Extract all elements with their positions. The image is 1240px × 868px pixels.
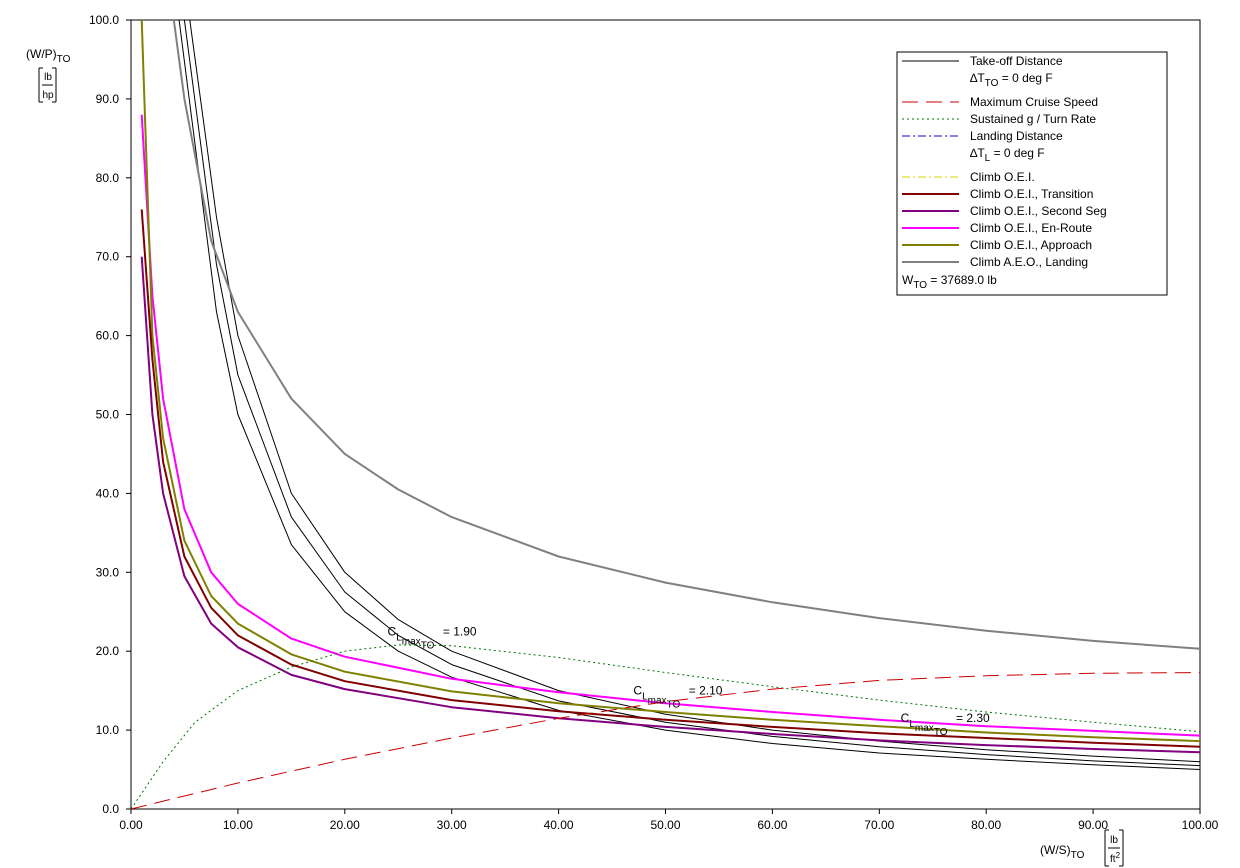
- x-unit-denominator: ft2: [1110, 851, 1121, 865]
- series-line: [189, 20, 1200, 763]
- axis-labels: (W/P)TO lb hp (W/S)TO lb ft2: [26, 47, 1124, 867]
- series-line: [131, 644, 1200, 809]
- legend-entry-label: Take-off Distance: [970, 54, 1063, 68]
- legend-box: [896, 51, 1168, 296]
- legend-entry-label: Climb O.E.I., En-Route: [970, 221, 1092, 235]
- legend-entry-label: Maximum Cruise Speed: [970, 95, 1098, 109]
- legend-entry-label: ∆TL = 0 deg F: [970, 146, 1045, 164]
- legend-entry-label: Climb O.E.I., Second Seg: [970, 204, 1107, 218]
- y-tick-label: 80.0: [96, 171, 120, 185]
- y-tick-label: 30.0: [96, 565, 120, 579]
- series-line: [131, 672, 1200, 809]
- y-axis-label: (W/P)TO: [26, 47, 71, 65]
- x-tick-label: 40.00: [544, 818, 574, 832]
- annotations: CLmaxTO = 1.90 CLmaxTO = 2.10 CLmaxTO = 2.…: [388, 624, 990, 738]
- y-tick-label: 40.0: [96, 486, 120, 500]
- y-tick-label: 60.0: [96, 329, 120, 343]
- x-tick-label: 0.00: [119, 818, 143, 832]
- cl-annotation: CLmaxTO = 1.90: [388, 624, 477, 651]
- x-tick-label: 10.00: [223, 818, 253, 832]
- y-unit-denominator: hp: [42, 90, 54, 101]
- x-tick-label: 100.00: [1182, 818, 1219, 832]
- legend-entry-label: Climb O.E.I., Transition: [970, 187, 1093, 201]
- series-line: [140, 256, 1200, 754]
- y-tick-label: 90.0: [96, 92, 120, 106]
- cl-annotation: CLmaxTO = 2.10: [633, 684, 722, 711]
- y-tick-label: 0.0: [102, 802, 119, 816]
- x-tick-label: 50.00: [650, 818, 680, 832]
- cl-annotation: CLmaxTO = 2.30: [901, 711, 990, 738]
- series-line: [140, 209, 1200, 748]
- series-line: [140, 114, 1200, 737]
- legend-entry-label: Landing Distance: [970, 129, 1063, 143]
- legend-entry-label: Climb O.E.I.: [970, 170, 1035, 184]
- x-tick-label: 90.00: [1078, 818, 1108, 832]
- legend-weight-note: WTO = 37689.0 lb: [902, 273, 997, 291]
- x-tick-label: 30.00: [437, 818, 467, 832]
- series-line: [172, 20, 1200, 650]
- y-tick-label: 10.0: [96, 723, 120, 737]
- legend-entry-label: ∆TTO = 0 deg F: [970, 71, 1053, 89]
- y-tick-label: 50.0: [96, 408, 120, 422]
- legend: Take-off Distance ∆TTO = 0 deg F Maximum C…: [896, 51, 1168, 296]
- y-tick-label: 70.0: [96, 250, 120, 264]
- axes: 0.00 10.00 20.00 30.00 40.00 50.00 60.00 70.00 8…: [89, 13, 1219, 832]
- y-tick-label: 20.0: [96, 644, 120, 658]
- series-line: [183, 20, 1200, 767]
- x-tick-label: 60.00: [757, 818, 787, 832]
- legend-entry-label: Sustained g / Turn Rate: [970, 112, 1096, 126]
- legend-entry-label: Climb A.E.O., Landing: [970, 255, 1088, 269]
- x-tick-label: 20.00: [330, 818, 360, 832]
- x-tick-label: 80.00: [971, 818, 1001, 832]
- x-axis-label: (W/S)TO: [1040, 843, 1085, 861]
- y-unit-numerator: lb: [44, 72, 52, 83]
- series-line: [178, 20, 1200, 770]
- x-tick-label: 70.00: [864, 818, 894, 832]
- y-tick-label: 100.0: [89, 13, 119, 27]
- legend-entry-label: Climb O.E.I., Approach: [970, 238, 1092, 252]
- series-line: [140, 20, 1200, 743]
- series-group: [131, 20, 1200, 809]
- x-unit-numerator: lb: [1110, 835, 1118, 846]
